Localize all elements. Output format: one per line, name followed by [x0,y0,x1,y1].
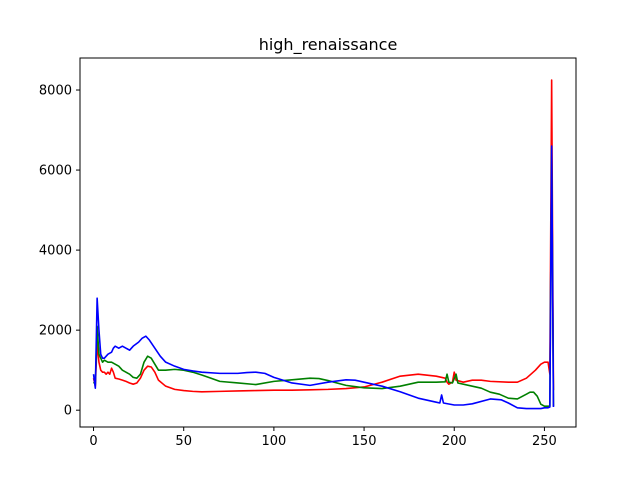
plot-frame [79,57,577,428]
series-line-1 [92,79,555,393]
x-tick-label: 0 [89,434,97,449]
y-tick-label: 0 [64,404,72,419]
x-tick-label: 250 [532,434,557,449]
y-tick-label: 6000 [39,164,72,179]
chart-title: high_renaissance [259,35,398,55]
axes-layer: 0 50 100 150 200 250 0 2000 4000 6000 8000 [39,57,577,449]
x-tick-label: 100 [261,434,286,449]
series-line-3 [92,145,555,410]
y-tick-label: 8000 [39,84,72,99]
x-tick-label: 150 [352,434,377,449]
y-tick-label: 2000 [39,324,72,339]
y-tick-label: 4000 [39,244,72,259]
series-line-2 [92,147,555,407]
series-layer [92,79,555,410]
x-tick-label: 50 [175,434,192,449]
x-tick-label: 200 [442,434,467,449]
